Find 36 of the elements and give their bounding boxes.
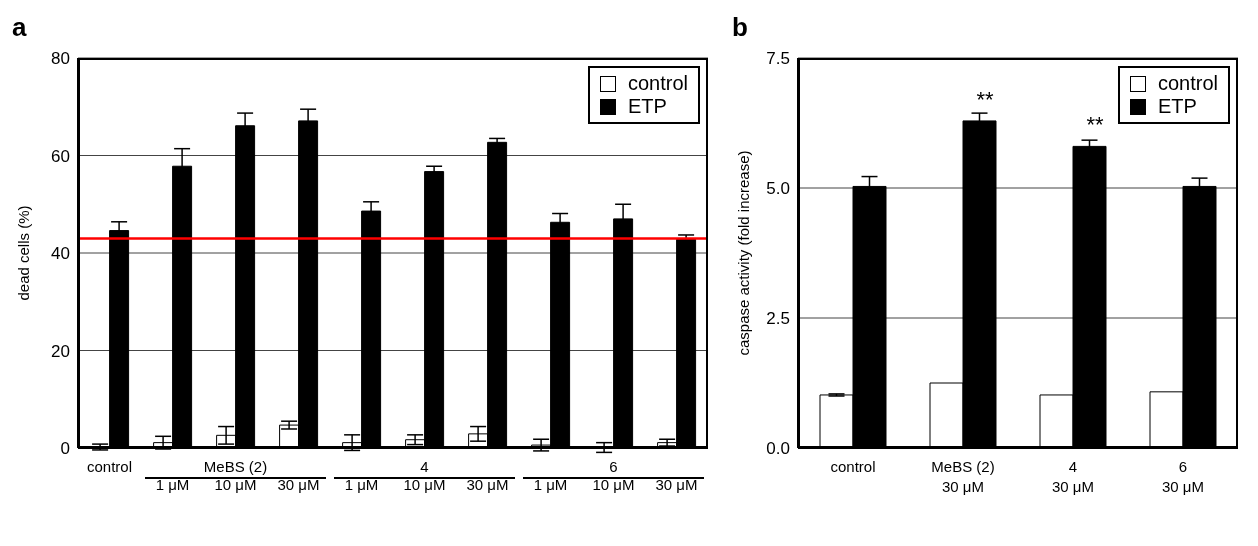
- chart-title: b: [732, 12, 748, 43]
- y-tick-label: 60: [51, 146, 70, 166]
- y-tick-label: 7.5: [766, 49, 790, 69]
- x-tick-label: MeBS (2) 30 μM: [931, 458, 995, 495]
- text: 6: [609, 458, 618, 475]
- x-tick-label: 6 30 μM: [1162, 458, 1204, 495]
- text: 4: [420, 458, 429, 475]
- x-tick-label: 1 μM: [155, 476, 190, 493]
- legend-label: control: [627, 72, 688, 95]
- x-tick-label: 30 μM: [277, 476, 320, 493]
- y-tick-label: 40: [51, 244, 70, 264]
- y-tick-label: 0.0: [766, 439, 790, 459]
- legend-label: ETP: [627, 95, 667, 118]
- y-axis-title: caspase activity (fold increase): [735, 150, 753, 356]
- x-tick-label: control: [86, 458, 133, 475]
- y-axis-title: dead cells (%): [15, 205, 33, 301]
- annotation: **: [976, 86, 994, 112]
- x-tick-label: 30 μM: [466, 476, 509, 493]
- y-tick-label: 80: [51, 49, 70, 69]
- legend-label: ETP: [1157, 95, 1197, 118]
- x-tick-label: 10 μM: [403, 476, 446, 493]
- y-tick-label: 20: [51, 341, 70, 361]
- x-tick-label: 4 30 μM: [1052, 458, 1094, 495]
- y-tick-label: 0: [60, 439, 70, 459]
- annotation: **: [1086, 112, 1104, 138]
- y-tick-label: 5.0: [766, 179, 790, 199]
- x-tick-label: 10 μM: [592, 476, 635, 493]
- y-tick-label: 2.5: [766, 309, 790, 329]
- x-tick-label: 10 μM: [214, 476, 257, 493]
- x-tick-label: 1 μM: [344, 476, 379, 493]
- x-tick-label: control: [830, 458, 876, 475]
- legend-label: control: [1157, 72, 1218, 95]
- text: MeBS (2): [203, 458, 268, 475]
- x-tick-label: 1 μM: [533, 476, 568, 493]
- x-tick-label: 30 μM: [655, 476, 698, 493]
- chart-title: a: [12, 12, 27, 43]
